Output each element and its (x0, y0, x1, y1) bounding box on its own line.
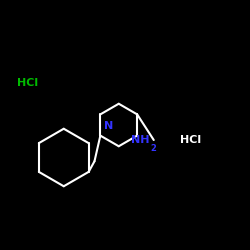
Text: HCl: HCl (180, 135, 201, 145)
Text: 2: 2 (150, 144, 156, 153)
Text: NH: NH (132, 135, 150, 145)
Text: HCl: HCl (18, 78, 38, 88)
Text: N: N (104, 121, 114, 131)
